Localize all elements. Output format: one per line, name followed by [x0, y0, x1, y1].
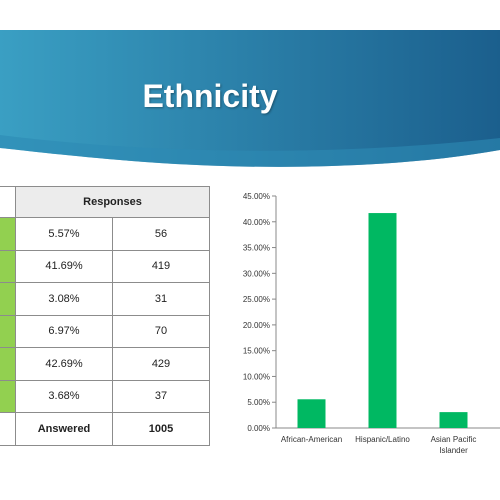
row-count: 419 [112, 249, 210, 283]
bar [297, 399, 326, 428]
y-tick-label: 35.00% [243, 244, 270, 253]
x-tick-label: Hispanic/Latino [355, 435, 410, 444]
header-blank-cell [0, 186, 16, 218]
x-tick-label: Asian Pacific Islander [431, 435, 477, 455]
row-percent: 3.68% [15, 379, 113, 413]
answered-total: 1005 [112, 412, 210, 446]
page-title: Ethnicity [142, 78, 278, 114]
footer-blank-cell [0, 412, 16, 446]
table-row: 3.08% 31 [0, 282, 210, 316]
table-row: 41.69% 419 [0, 249, 210, 283]
y-tick-label: 30.00% [243, 269, 270, 278]
table-header-row: Responses [0, 186, 210, 218]
row-swatch [0, 314, 16, 348]
table-row: 6.97% 70 [0, 314, 210, 348]
bar [368, 213, 397, 428]
ethnicity-bar-chart: 0.00% 5.00% 10.00% 15.00% 20.00% 25.00% 30.00%… [243, 192, 500, 455]
row-percent: 3.08% [15, 282, 113, 316]
row-swatch [0, 282, 16, 316]
row-percent: 41.69% [15, 249, 113, 283]
banner-shape [0, 30, 500, 167]
banner-wave [0, 135, 500, 167]
row-count: 56 [112, 217, 210, 251]
responses-table: Responses 5.57% 56 41.69% 419 3.08% 31 6… [0, 186, 210, 446]
bar [439, 412, 468, 428]
row-percent: 6.97% [15, 314, 113, 348]
y-tick-label: 5.00% [247, 398, 270, 407]
x-tick-label: African-American [281, 435, 342, 444]
table-row: 5.57% 56 [0, 217, 210, 251]
row-swatch [0, 217, 16, 251]
row-percent: 42.69% [15, 347, 113, 381]
row-swatch [0, 249, 16, 283]
row-count: 31 [112, 282, 210, 316]
y-tick-label: 15.00% [243, 347, 270, 356]
row-swatch [0, 347, 16, 381]
row-count: 429 [112, 347, 210, 381]
table-row: 42.69% 429 [0, 347, 210, 381]
y-tick-label: 25.00% [243, 295, 270, 304]
row-swatch [0, 379, 16, 413]
y-tick-label: 40.00% [243, 218, 270, 227]
responses-header: Responses [15, 186, 210, 218]
title-banner [0, 30, 500, 167]
y-tick-label: 20.00% [243, 321, 270, 330]
y-tick-label: 10.00% [243, 372, 270, 381]
row-count: 70 [112, 314, 210, 348]
table-row: 3.68% 37 [0, 379, 210, 413]
answered-label: Answered [15, 412, 113, 446]
table-footer-row: Answered 1005 [0, 412, 210, 446]
row-count: 37 [112, 379, 210, 413]
y-tick-label: 45.00% [243, 192, 270, 201]
y-tick-label: 0.00% [247, 424, 270, 433]
row-percent: 5.57% [15, 217, 113, 251]
